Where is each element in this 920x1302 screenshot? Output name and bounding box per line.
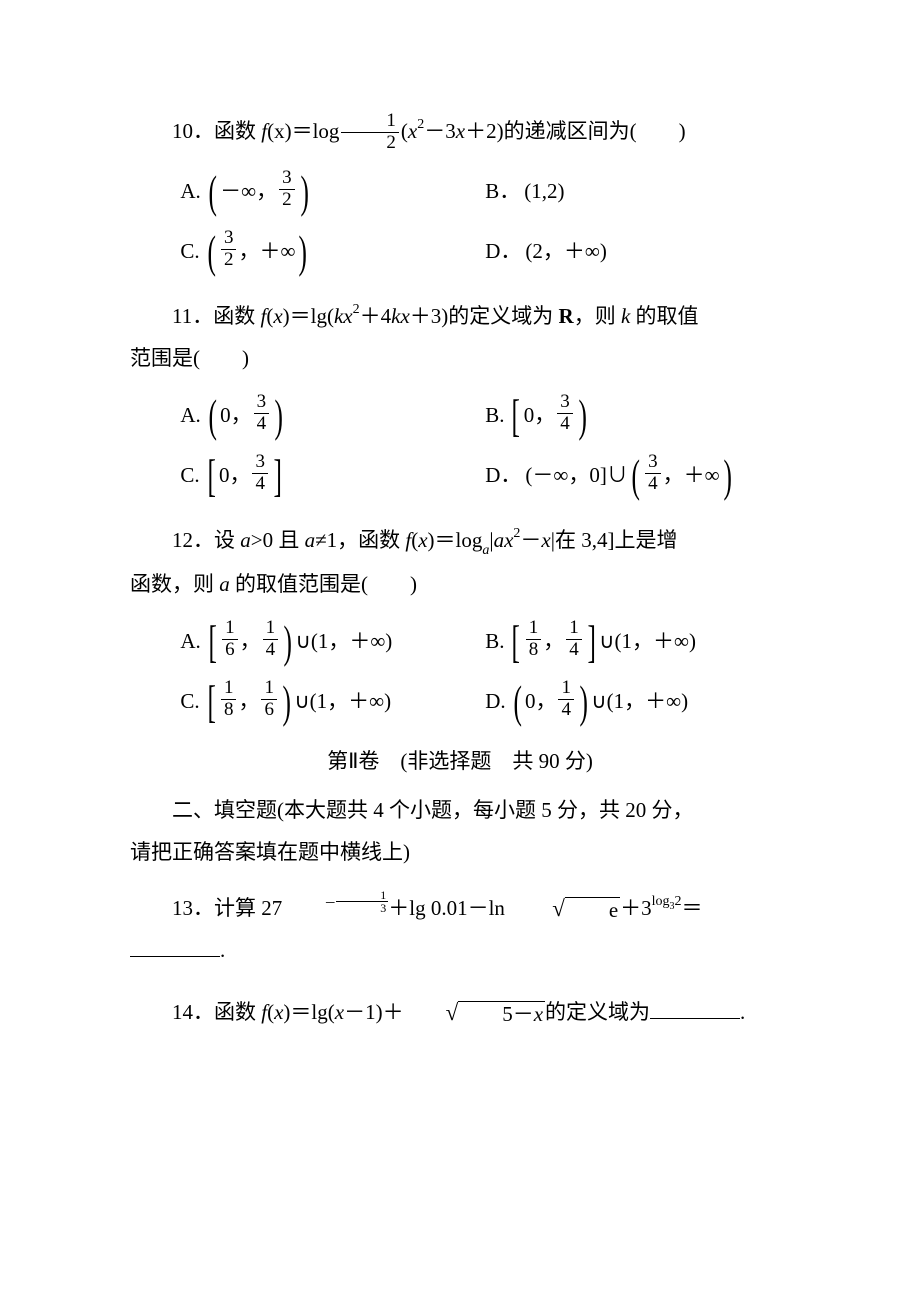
- q10-logbase: 12: [341, 111, 399, 154]
- q10-of: (x)＝log: [267, 119, 339, 143]
- question-11: 11．函数 f(x)＝lg(kx2＋4kx＋3)的定义域为 R，则 k 的取值 …: [130, 295, 790, 505]
- q11-opt-c: C. [ 0， 34 ]: [180, 445, 485, 505]
- q13-number: 13．: [172, 896, 214, 920]
- q12-opt-a: A. [ 16 ， 14 ) ∪(1，＋∞): [180, 611, 485, 671]
- question-10: 10．函数 f(x)＝log12(x2－3x＋2)的递减区间为( ) A. ( …: [130, 110, 790, 281]
- section-2-instructions: 二、填空题(本大题共 4 个小题，每小题 5 分，共 20 分， 请把正确答案填…: [130, 789, 790, 873]
- q11-options: A. ( 0， 34 ) B. [ 0， 34 ) C. [ 0， 34 ]: [180, 385, 790, 505]
- q12-opt-c: C. [ 18 ， 16 ) ∪(1，＋∞): [180, 671, 485, 731]
- q12-opt-b: B. [ 18 ， 14 ] ∪(1，＋∞): [485, 611, 790, 671]
- q13-power: log32: [652, 894, 682, 909]
- q10-stem: 10．函数 f(x)＝log12(x2－3x＋2)的递减区间为( ): [130, 110, 790, 155]
- q10-arg-a: (x: [401, 119, 417, 143]
- q12-stem: 12．设 a>0 且 a≠1，函数 f(x)＝loga|ax2－x|在 3,4]…: [130, 519, 790, 563]
- q10-number: 10．: [172, 119, 214, 143]
- q11-stem-line2: 范围是( ): [130, 337, 790, 379]
- q13-exponent: －13: [282, 879, 388, 921]
- q10-opt-a: A. ( －∞， 32 ): [180, 161, 485, 221]
- q10-opt-c: C. ( 32 ，＋∞ ): [180, 221, 485, 281]
- question-12: 12．设 a>0 且 a≠1，函数 f(x)＝loga|ax2－x|在 3,4]…: [130, 519, 790, 731]
- q14-stem: 14．函数 f(x)＝lg(x－1)＋√5－x的定义域为.: [130, 991, 790, 1033]
- q11-stem: 11．函数 f(x)＝lg(kx2＋4kx＋3)的定义域为 R，则 k 的取值: [130, 295, 790, 337]
- q12-stem-line2: 函数，则 a 的取值范围是( ): [130, 563, 790, 605]
- q11-opt-b: B. [ 0， 34 ): [485, 385, 790, 445]
- question-14: 14．函数 f(x)＝lg(x－1)＋√5－x的定义域为.: [130, 991, 790, 1033]
- q10-options: A. ( －∞， 32 ) B． (1,2) C. ( 32 ，＋∞ ) D． …: [180, 161, 790, 281]
- exam-page: 10．函数 f(x)＝log12(x2－3x＋2)的递减区间为( ) A. ( …: [0, 0, 920, 1302]
- sqrt-icon: √5－x: [404, 1000, 545, 1026]
- real-set: R: [559, 304, 574, 328]
- q11-opt-a: A. ( 0， 34 ): [180, 385, 485, 445]
- q14-number: 14．: [172, 1000, 214, 1024]
- q11-number: 11．: [172, 304, 213, 328]
- q10-text-a: 函数: [214, 119, 261, 143]
- q10-opt-b: B． (1,2): [485, 161, 790, 221]
- q13-stem: 13．计算 27－13＋lg 0.01－ln √e＋3log32＝.: [130, 887, 790, 971]
- q12-options: A. [ 16 ， 14 ) ∪(1，＋∞) B. [ 18 ， 14 ] ∪(…: [180, 611, 790, 731]
- q10-opt-d: D． (2，＋∞): [485, 221, 790, 281]
- question-13: 13．计算 27－13＋lg 0.01－ln √e＋3log32＝.: [130, 887, 790, 971]
- q10-exp: 2: [417, 117, 424, 132]
- answer-blank: [650, 997, 740, 1019]
- q10-arg-b: －3x＋2)的递减区间为( ): [424, 119, 685, 143]
- q11-opt-d: D． (－∞，0]∪ ( 34 ，＋∞ ): [485, 445, 790, 505]
- sqrt-icon: √e: [510, 896, 620, 922]
- section-2-header: 第Ⅱ卷 (非选择题 共 90 分): [130, 745, 790, 775]
- answer-blank: [130, 935, 220, 957]
- q12-number: 12．: [172, 528, 214, 552]
- q12-opt-d: D. ( 0， 14 ) ∪(1，＋∞): [485, 671, 790, 731]
